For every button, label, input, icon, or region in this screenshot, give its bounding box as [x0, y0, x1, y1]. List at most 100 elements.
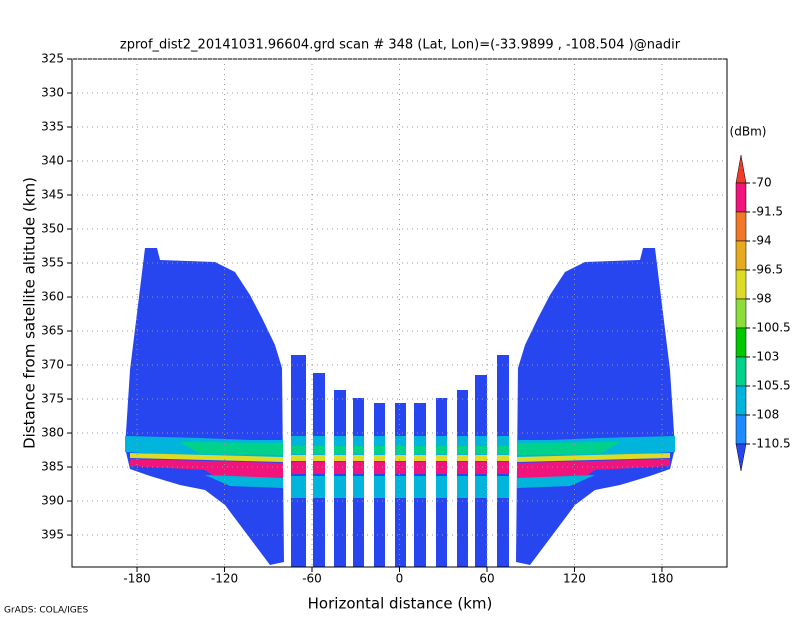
colorbar-box — [735, 269, 747, 300]
stripe-band — [475, 462, 487, 474]
band — [180, 442, 283, 455]
stripe-band — [291, 455, 306, 461]
y-tick-label: 350 — [41, 222, 64, 236]
band — [130, 453, 283, 462]
y-tick-label: 330 — [41, 86, 64, 100]
stripe-band — [457, 455, 468, 461]
stripe-band — [291, 446, 306, 454]
colorbar-box — [735, 414, 747, 445]
stripe-band — [436, 446, 447, 454]
colorbar-label: -96.5 — [752, 263, 783, 277]
stripe-band — [414, 446, 426, 454]
stripe-band — [353, 476, 364, 498]
y-tick-label: 335 — [41, 120, 64, 134]
stripe-band — [436, 462, 447, 474]
y-tick-label: 355 — [41, 256, 64, 270]
stripe-band — [334, 446, 346, 454]
stripe-band — [497, 476, 509, 498]
x-tick-label: 60 — [479, 572, 494, 586]
y-tick-label: 385 — [41, 460, 64, 474]
stripe-band — [414, 455, 426, 461]
band — [517, 453, 670, 462]
stripe-band — [353, 446, 364, 454]
stripe-band — [436, 455, 447, 461]
stripe-band — [395, 446, 406, 454]
x-tick-label: 0 — [396, 572, 404, 586]
x-tick-label: -180 — [123, 572, 150, 586]
stripe-band — [457, 446, 468, 454]
stripe-band — [353, 462, 364, 474]
stripe-band — [334, 476, 346, 498]
y-tick-label: 345 — [41, 188, 64, 202]
stripe-band — [313, 476, 325, 498]
colorbar-box — [735, 385, 747, 416]
y-tick-label: 365 — [41, 324, 64, 338]
stripe-band — [334, 462, 346, 474]
stripe-band — [334, 455, 346, 461]
stripe-band — [313, 462, 325, 474]
chart-title: zprof_dist2_20141031.96604.grd scan # 34… — [120, 38, 681, 53]
band — [205, 475, 283, 488]
colorbar-label: -105.5 — [752, 379, 791, 393]
colorbar-label: -91.5 — [752, 205, 783, 219]
stripe-band — [414, 462, 426, 474]
colorbar-box — [735, 356, 747, 387]
x-tick-label: 180 — [651, 572, 674, 586]
stripe-band — [475, 455, 487, 461]
stripe-band — [374, 462, 385, 474]
y-tick-label: 325 — [41, 52, 64, 66]
stripe-band — [374, 446, 385, 454]
colorbar-label: -108 — [752, 408, 779, 422]
colorbar-label: -100.5 — [752, 321, 791, 335]
x-tick-label: -60 — [302, 572, 322, 586]
colorbar-cap — [735, 443, 747, 472]
band — [517, 475, 595, 488]
stripe-band — [313, 455, 325, 461]
stripe-band — [291, 476, 306, 498]
y-tick-label: 390 — [41, 494, 64, 508]
y-tick-label: 395 — [41, 528, 64, 542]
y-tick-label: 340 — [41, 154, 64, 168]
y-tick-label: 380 — [41, 426, 64, 440]
colorbar-box — [735, 298, 747, 329]
wing — [516, 248, 675, 565]
colorbar-label: -98 — [752, 292, 772, 306]
stripe-band — [353, 455, 364, 461]
stripe-band — [313, 446, 325, 454]
stripe-band — [374, 455, 385, 461]
band — [517, 459, 670, 480]
colorbar-label: -70 — [752, 176, 772, 190]
stripe-band — [395, 476, 406, 498]
stripe-band — [475, 446, 487, 454]
colorbar-box — [735, 211, 747, 242]
x-axis-label: Horizontal distance (km) — [308, 595, 493, 613]
stripe-band — [497, 455, 509, 461]
stripe-band — [457, 462, 468, 474]
stripe-band — [436, 476, 447, 498]
stripe-band — [374, 476, 385, 498]
colorbar-label: -103 — [752, 350, 779, 364]
colorbar-label: -110.5 — [752, 437, 791, 451]
stripe-band — [497, 446, 509, 454]
band — [517, 442, 620, 455]
stripe-band — [457, 476, 468, 498]
footer: GrADS: COLA/IGES — [4, 606, 88, 616]
stripe-band — [497, 462, 509, 474]
stripe-band — [291, 462, 306, 474]
x-tick-label: -120 — [211, 572, 238, 586]
colorbar-cap — [735, 154, 747, 184]
y-tick-label: 375 — [41, 392, 64, 406]
stripe-band — [475, 476, 487, 498]
stripe-band — [395, 455, 406, 461]
x-tick-label: 120 — [563, 572, 586, 586]
stripe-band — [414, 476, 426, 498]
y-tick-label: 360 — [41, 290, 64, 304]
colorbar-unit: (dBm) — [730, 125, 767, 139]
colorbar-box — [735, 182, 747, 213]
colorbar-label: -94 — [752, 234, 772, 248]
colorbar-box — [735, 240, 747, 271]
wing — [125, 248, 284, 565]
band — [130, 459, 283, 480]
